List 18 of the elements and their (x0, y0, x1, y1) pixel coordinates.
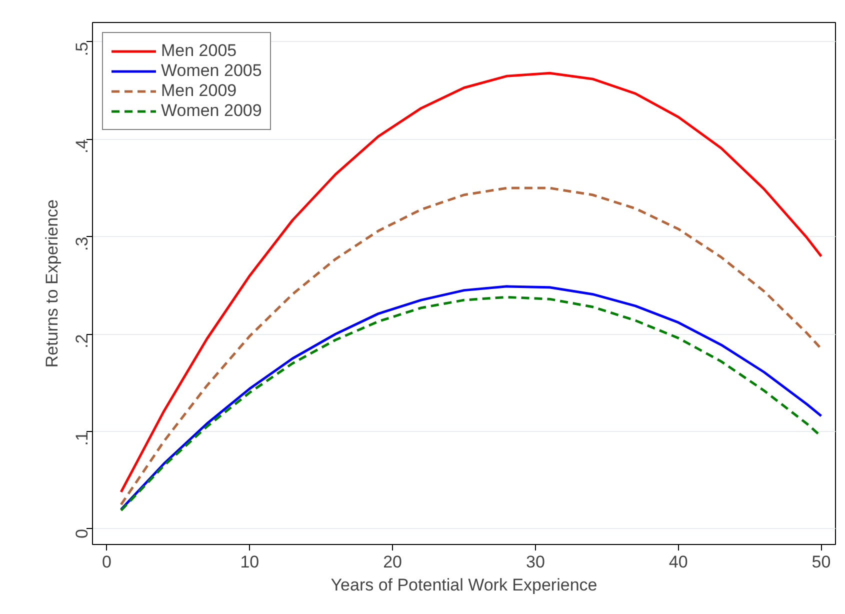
y-tick-label: .4 (72, 139, 92, 154)
y-tick-label: .3 (72, 236, 92, 251)
x-tick-label: 10 (240, 552, 260, 572)
y-tick-label: .5 (72, 42, 92, 56)
y-tick-label: .2 (72, 334, 92, 348)
legend-label: Women 2009 (161, 101, 262, 121)
x-tick-label: 40 (668, 552, 688, 572)
y-tick-label: 0 (72, 528, 92, 538)
legend-label: Men 2009 (161, 81, 237, 101)
legend-label: Men 2005 (161, 41, 237, 61)
legend-label: Women 2005 (161, 61, 262, 81)
x-tick-label: 20 (383, 552, 402, 572)
y-tick-label: .1 (72, 432, 92, 446)
x-axis-title: Years of Potential Work Experience (330, 576, 598, 594)
x-tick-label: 50 (812, 552, 831, 572)
x-tick-label: 0 (102, 552, 112, 572)
x-tick-label: 30 (526, 552, 545, 572)
y-axis-title: Returns to Experience (42, 199, 62, 368)
